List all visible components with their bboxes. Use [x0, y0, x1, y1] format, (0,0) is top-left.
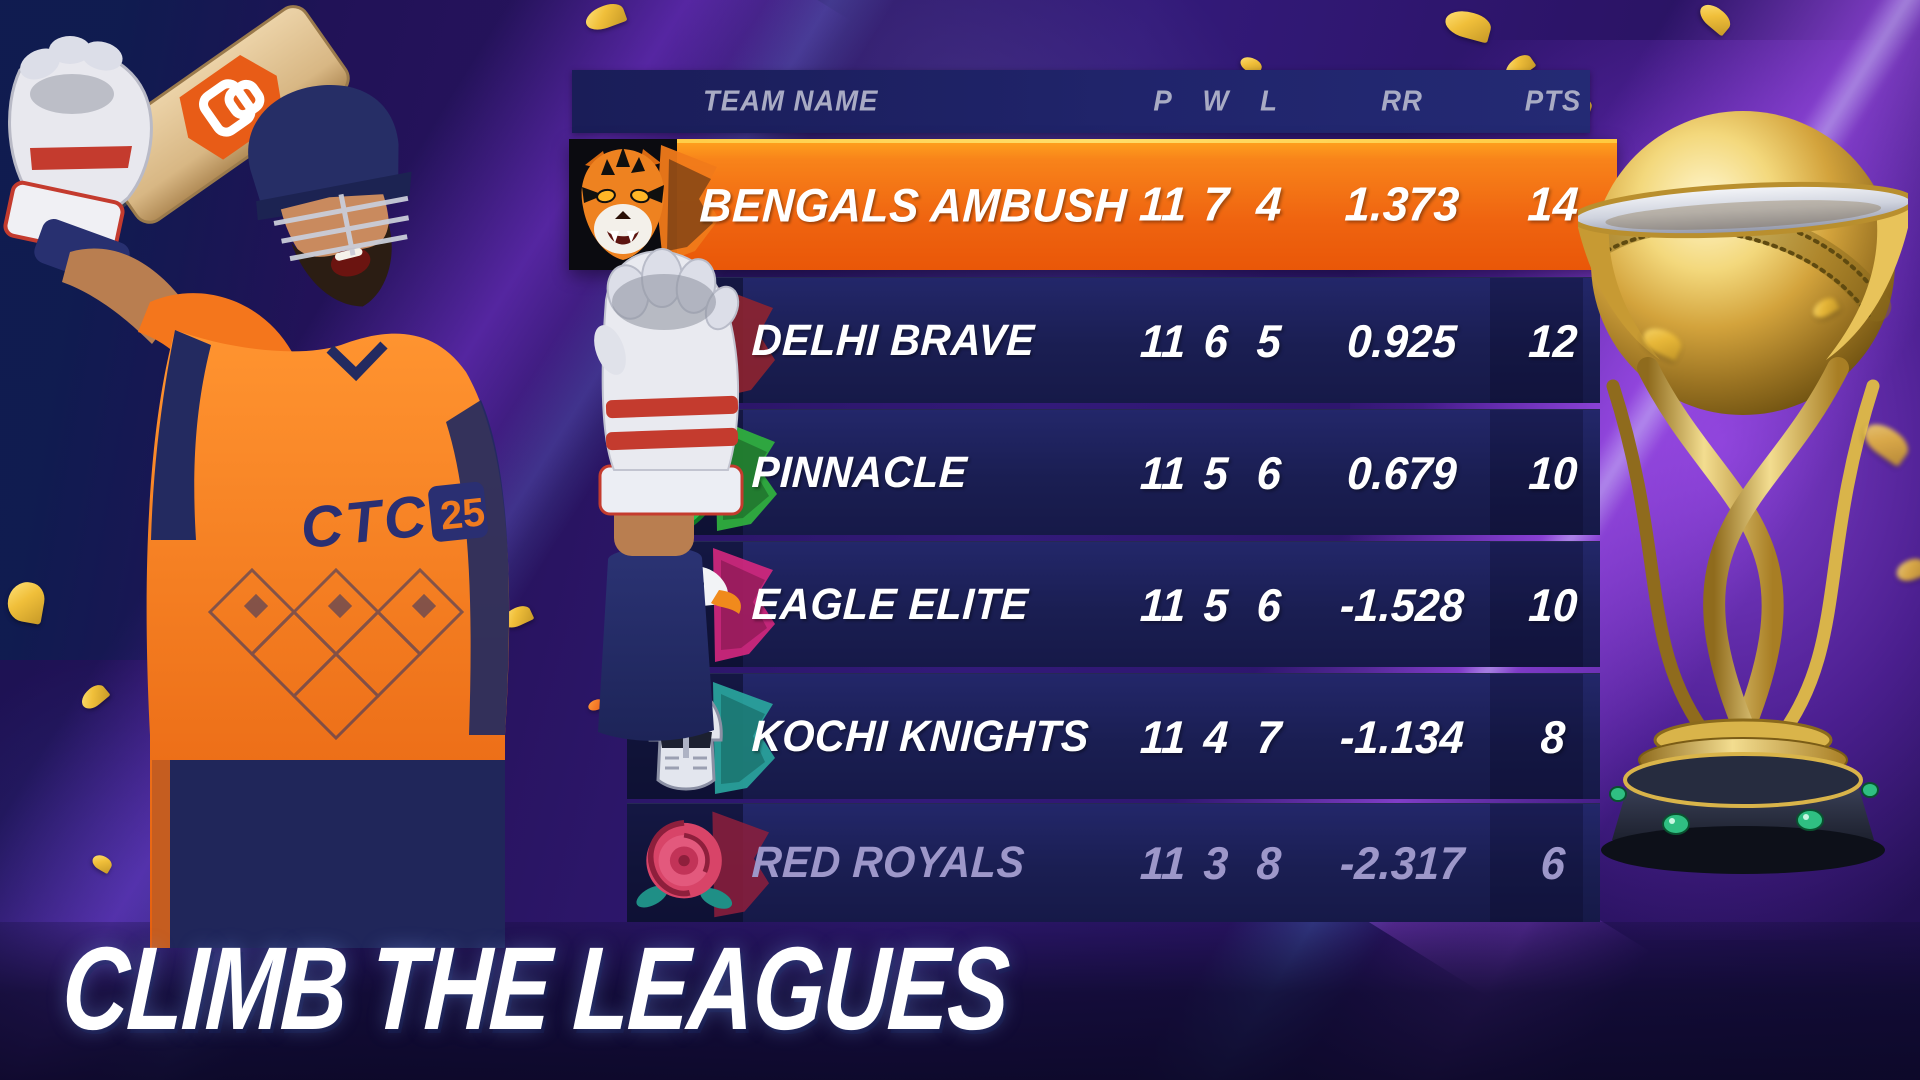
league-table-header: TEAM NAME P W L RR PTS [572, 70, 1590, 133]
table-row: BENGALS AMBUSH 11 7 4 1.373 14 [569, 139, 1617, 270]
trophy [1578, 111, 1908, 874]
played-value: 11 [1139, 710, 1187, 763]
tagline: CLIMB THE LEAGUES [59, 923, 1012, 1055]
team-name: PINNACLE [750, 447, 969, 497]
lost-value: 4 [1254, 178, 1284, 231]
points-value: 10 [1527, 578, 1579, 631]
points-value: 12 [1527, 314, 1579, 367]
team-name: RED ROYALS [750, 838, 1027, 887]
rose-logo [636, 811, 770, 918]
batting-glove [3, 36, 153, 287]
played-value: 11 [1138, 178, 1188, 231]
played-value: 11 [1139, 446, 1187, 499]
run-rate-value: 0.679 [1346, 446, 1458, 499]
points-value: 14 [1526, 178, 1580, 231]
won-value: 3 [1202, 837, 1230, 889]
run-rate-value: 1.373 [1343, 178, 1461, 231]
team-name: DELHI BRAVE [750, 315, 1036, 365]
lost-value: 8 [1255, 837, 1283, 889]
header-played: P [1153, 85, 1173, 117]
points-value: 10 [1527, 446, 1579, 499]
points-column-band [1490, 278, 1583, 403]
points-column-band [1490, 674, 1583, 799]
jersey-print: CTC 25 [298, 481, 488, 561]
run-rate-value: -1.134 [1338, 710, 1466, 763]
header-points: PTS [1524, 85, 1582, 117]
points-value: 8 [1539, 710, 1567, 763]
header-won: W [1202, 85, 1230, 117]
won-value: 6 [1202, 314, 1230, 367]
lost-value: 6 [1255, 446, 1283, 499]
played-value: 11 [1139, 837, 1187, 889]
tiger-logo [581, 145, 719, 263]
team-name: KOCHI KNIGHTS [750, 711, 1091, 761]
bottom-shade [0, 922, 1920, 1080]
team-name: EAGLE ELITE [750, 579, 1030, 629]
argyle-pattern [207, 567, 465, 741]
run-rate-value: -1.528 [1338, 578, 1466, 631]
header-team-name: TEAM NAME [703, 85, 879, 117]
svg-text:CTC: CTC [298, 483, 432, 561]
points-value: 6 [1539, 837, 1567, 889]
player-batsman: CTC 25 [3, 5, 744, 948]
header-run-rate: RR [1381, 85, 1423, 117]
rose-logo [627, 804, 770, 922]
won-value: 7 [1201, 178, 1231, 231]
played-value: 11 [1139, 314, 1187, 367]
points-column-band [1490, 542, 1583, 667]
run-rate-value: -2.317 [1338, 837, 1466, 889]
lost-value: 6 [1255, 578, 1283, 631]
won-value: 4 [1202, 710, 1230, 763]
points-column-band [1490, 804, 1583, 922]
won-value: 5 [1202, 578, 1230, 631]
raised-glove [594, 248, 744, 741]
won-value: 5 [1202, 446, 1230, 499]
table-row: RED ROYALS 11 3 8 -2.317 6 [627, 803, 1600, 922]
lost-value: 5 [1255, 314, 1283, 367]
points-column-band [1490, 410, 1583, 535]
lost-value: 7 [1255, 710, 1283, 763]
svg-text:25: 25 [438, 490, 487, 538]
played-value: 11 [1139, 578, 1187, 631]
player-head [248, 84, 412, 307]
tiger-logo [569, 139, 719, 270]
header-lost: L [1260, 85, 1278, 117]
run-rate-value: 0.925 [1346, 314, 1458, 367]
